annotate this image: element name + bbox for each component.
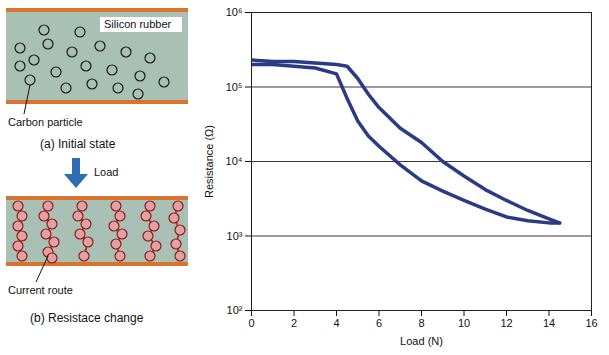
svg-text:10⁵: 10⁵ xyxy=(226,81,243,93)
svg-text:Resistance (Ω): Resistance (Ω) xyxy=(203,125,215,198)
svg-text:2: 2 xyxy=(291,317,297,329)
svg-text:Silicon rubber: Silicon rubber xyxy=(104,18,172,30)
svg-text:10: 10 xyxy=(458,317,470,329)
svg-text:10²: 10² xyxy=(227,304,243,316)
svg-text:0: 0 xyxy=(248,317,254,329)
svg-text:12: 12 xyxy=(500,317,512,329)
svg-text:Current route: Current route xyxy=(8,284,73,296)
svg-text:8: 8 xyxy=(418,317,424,329)
svg-text:(b) Resistace change: (b) Resistace change xyxy=(30,311,144,325)
svg-text:(a) Initial state: (a) Initial state xyxy=(40,137,116,151)
svg-text:16: 16 xyxy=(585,317,597,329)
svg-text:4: 4 xyxy=(333,317,339,329)
svg-text:6: 6 xyxy=(376,317,382,329)
svg-text:Carbon particle: Carbon particle xyxy=(8,116,83,128)
svg-text:10⁴: 10⁴ xyxy=(226,155,243,167)
svg-text:10³: 10³ xyxy=(227,230,243,242)
svg-text:14: 14 xyxy=(543,317,555,329)
svg-text:Load: Load xyxy=(94,166,118,178)
svg-text:10⁶: 10⁶ xyxy=(226,6,243,18)
svg-text:Load (N): Load (N) xyxy=(400,335,443,347)
